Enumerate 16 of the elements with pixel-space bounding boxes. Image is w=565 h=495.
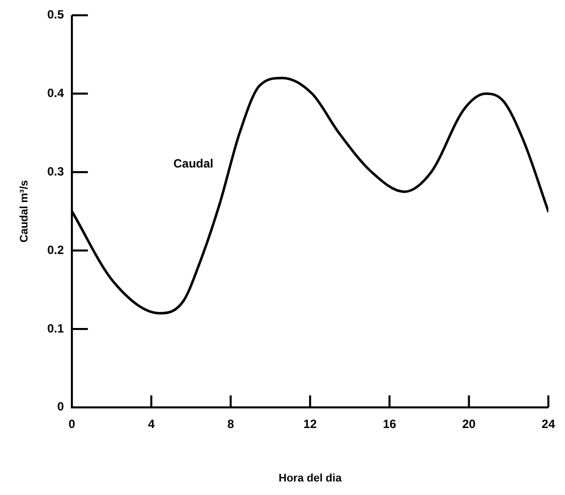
y-tick-label: 0.4 (47, 86, 64, 100)
y-tick-label: 0.1 (47, 321, 64, 336)
x-tick-label: 24 (542, 416, 556, 431)
y-axis-title: Caudal m³/s (18, 180, 31, 242)
y-tick-label: 0.5 (47, 8, 64, 22)
x-tick-label: 8 (227, 416, 234, 431)
x-tick-label: 12 (303, 416, 318, 431)
x-tick-label: 0 (68, 416, 76, 431)
annotation: Caudal (173, 156, 214, 171)
y-tick-label: 0.2 (47, 242, 64, 257)
y-tick-label: 0 (57, 400, 64, 414)
x-axis-title: Hora del dia (278, 472, 342, 484)
x-tick-label: 16 (382, 416, 397, 431)
x-tick-label: 20 (462, 416, 476, 431)
x-tick-label: 4 (148, 416, 155, 431)
y-tick-label: 0.3 (47, 164, 64, 178)
